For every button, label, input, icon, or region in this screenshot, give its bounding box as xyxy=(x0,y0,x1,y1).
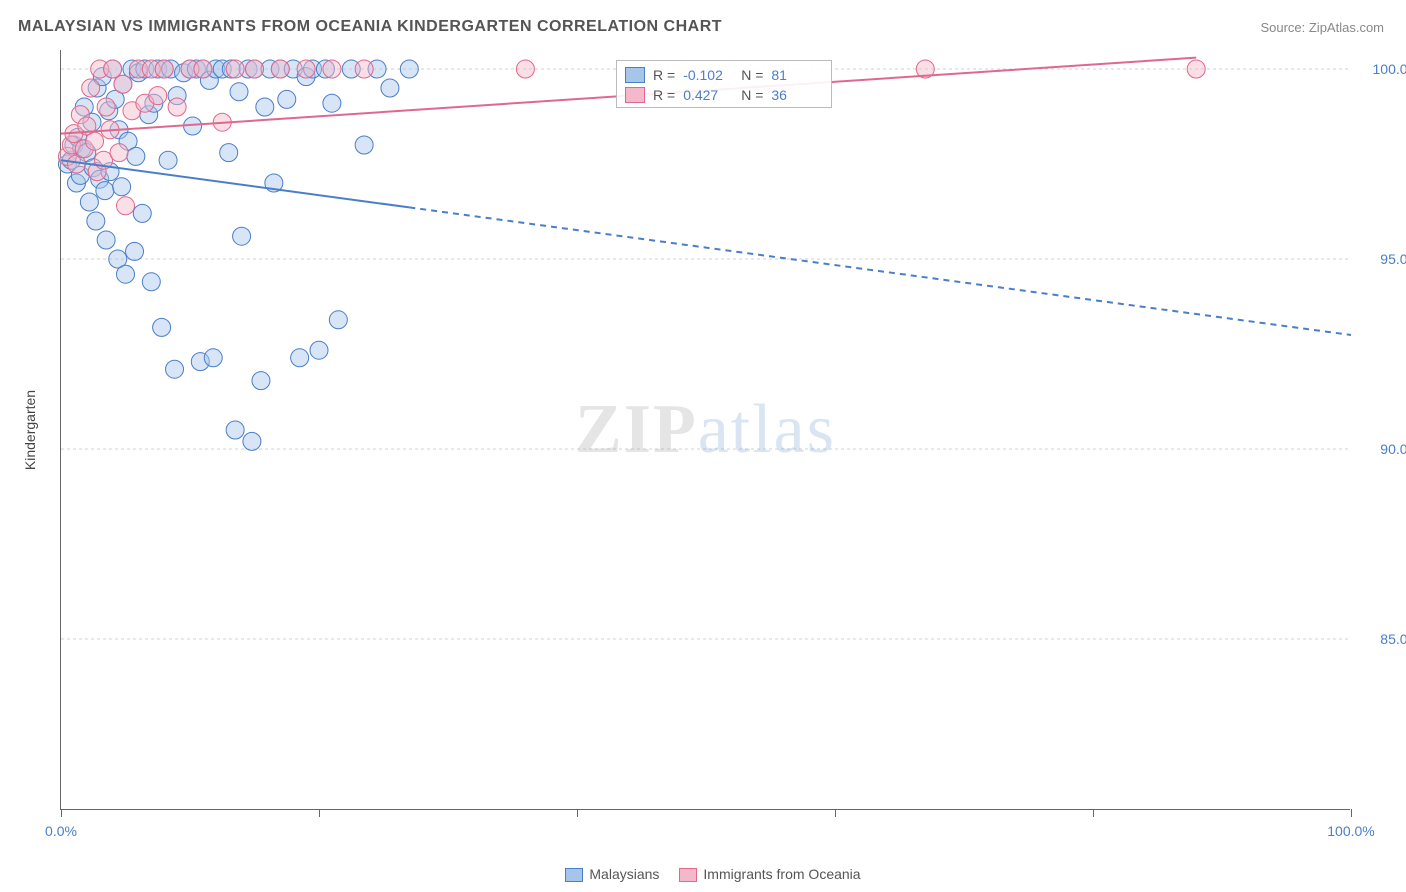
scatter-point xyxy=(153,318,171,336)
x-tick xyxy=(319,809,320,817)
scatter-point xyxy=(310,341,328,359)
r-label: R = xyxy=(653,67,675,83)
scatter-point xyxy=(271,60,289,78)
scatter-point xyxy=(96,182,114,200)
y-tick-label: 95.0% xyxy=(1360,251,1406,267)
legend-swatch xyxy=(565,868,583,882)
y-tick-label: 90.0% xyxy=(1360,441,1406,457)
r-value: 0.427 xyxy=(683,87,733,103)
scatter-point xyxy=(355,136,373,154)
scatter-point xyxy=(82,79,100,97)
scatter-point xyxy=(323,60,341,78)
n-label: N = xyxy=(741,67,763,83)
scatter-point xyxy=(226,421,244,439)
scatter-point xyxy=(516,60,534,78)
stats-legend-box: R = -0.102 N = 81 R = 0.427 N = 36 xyxy=(616,60,832,108)
scatter-point xyxy=(230,83,248,101)
scatter-point xyxy=(127,147,145,165)
scatter-point xyxy=(110,144,128,162)
scatter-point xyxy=(166,360,184,378)
x-tick xyxy=(577,809,578,817)
legend-label: Immigrants from Oceania xyxy=(703,866,860,882)
scatter-point xyxy=(104,60,122,78)
n-value: 36 xyxy=(771,87,821,103)
legend-swatch xyxy=(679,868,697,882)
r-value: -0.102 xyxy=(683,67,733,83)
scatter-point xyxy=(329,311,347,329)
x-tick xyxy=(61,809,62,817)
scatter-point xyxy=(80,193,98,211)
scatter-point xyxy=(149,87,167,105)
x-tick xyxy=(1093,809,1094,817)
scatter-point xyxy=(220,144,238,162)
legend-swatch xyxy=(625,87,645,103)
source-label: Source: ZipAtlas.com xyxy=(1260,20,1384,35)
scatter-point xyxy=(117,197,135,215)
scatter-point xyxy=(252,372,270,390)
y-tick-label: 85.0% xyxy=(1360,631,1406,647)
scatter-svg xyxy=(61,50,1350,809)
scatter-point xyxy=(97,231,115,249)
x-tick-label: 0.0% xyxy=(45,823,77,839)
x-tick-label: 100.0% xyxy=(1327,823,1374,839)
scatter-point xyxy=(114,75,132,93)
x-tick xyxy=(1351,809,1352,817)
scatter-point xyxy=(86,132,104,150)
scatter-point xyxy=(159,151,177,169)
scatter-point xyxy=(113,178,131,196)
r-label: R = xyxy=(653,87,675,103)
scatter-point xyxy=(155,60,173,78)
scatter-point xyxy=(142,273,160,291)
scatter-point xyxy=(323,94,341,112)
legend-swatch xyxy=(625,67,645,83)
legend-label: Malaysians xyxy=(589,866,659,882)
y-tick-label: 100.0% xyxy=(1360,61,1406,77)
scatter-point xyxy=(355,60,373,78)
scatter-point xyxy=(194,60,212,78)
n-value: 81 xyxy=(771,67,821,83)
scatter-point xyxy=(226,60,244,78)
scatter-point xyxy=(168,98,186,116)
chart-title: MALAYSIAN VS IMMIGRANTS FROM OCEANIA KIN… xyxy=(18,18,722,36)
scatter-point xyxy=(233,227,251,245)
scatter-point xyxy=(204,349,222,367)
scatter-point xyxy=(1187,60,1205,78)
plot-area: ZIPatlas R =-0.102N =81R =0.427N =36 85.… xyxy=(60,50,1350,810)
stats-row: R = 0.427 N = 36 xyxy=(625,85,821,105)
scatter-point xyxy=(278,90,296,108)
scatter-point xyxy=(256,98,274,116)
scatter-point xyxy=(400,60,418,78)
trend-line-dashed xyxy=(409,207,1351,335)
scatter-point xyxy=(243,432,261,450)
scatter-point xyxy=(97,98,115,116)
y-axis-title: Kindergarten xyxy=(22,390,38,470)
stats-row: R = -0.102 N = 81 xyxy=(625,65,821,85)
scatter-point xyxy=(246,60,264,78)
scatter-point xyxy=(133,204,151,222)
scatter-point xyxy=(117,265,135,283)
scatter-point xyxy=(291,349,309,367)
scatter-point xyxy=(381,79,399,97)
scatter-point xyxy=(87,212,105,230)
scatter-point xyxy=(297,60,315,78)
scatter-point xyxy=(126,242,144,260)
series-legend: Malaysians Immigrants from Oceania xyxy=(0,866,1406,882)
x-tick xyxy=(835,809,836,817)
n-label: N = xyxy=(741,87,763,103)
